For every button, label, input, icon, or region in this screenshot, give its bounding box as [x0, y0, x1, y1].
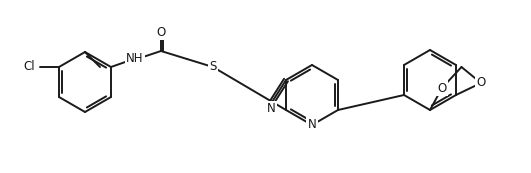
Text: O: O: [476, 76, 486, 89]
Text: N: N: [307, 119, 316, 131]
Text: NH: NH: [126, 52, 144, 66]
Text: S: S: [209, 61, 217, 74]
Text: O: O: [438, 81, 447, 94]
Text: N: N: [267, 102, 276, 116]
Text: O: O: [156, 25, 166, 39]
Text: Cl: Cl: [23, 61, 35, 74]
